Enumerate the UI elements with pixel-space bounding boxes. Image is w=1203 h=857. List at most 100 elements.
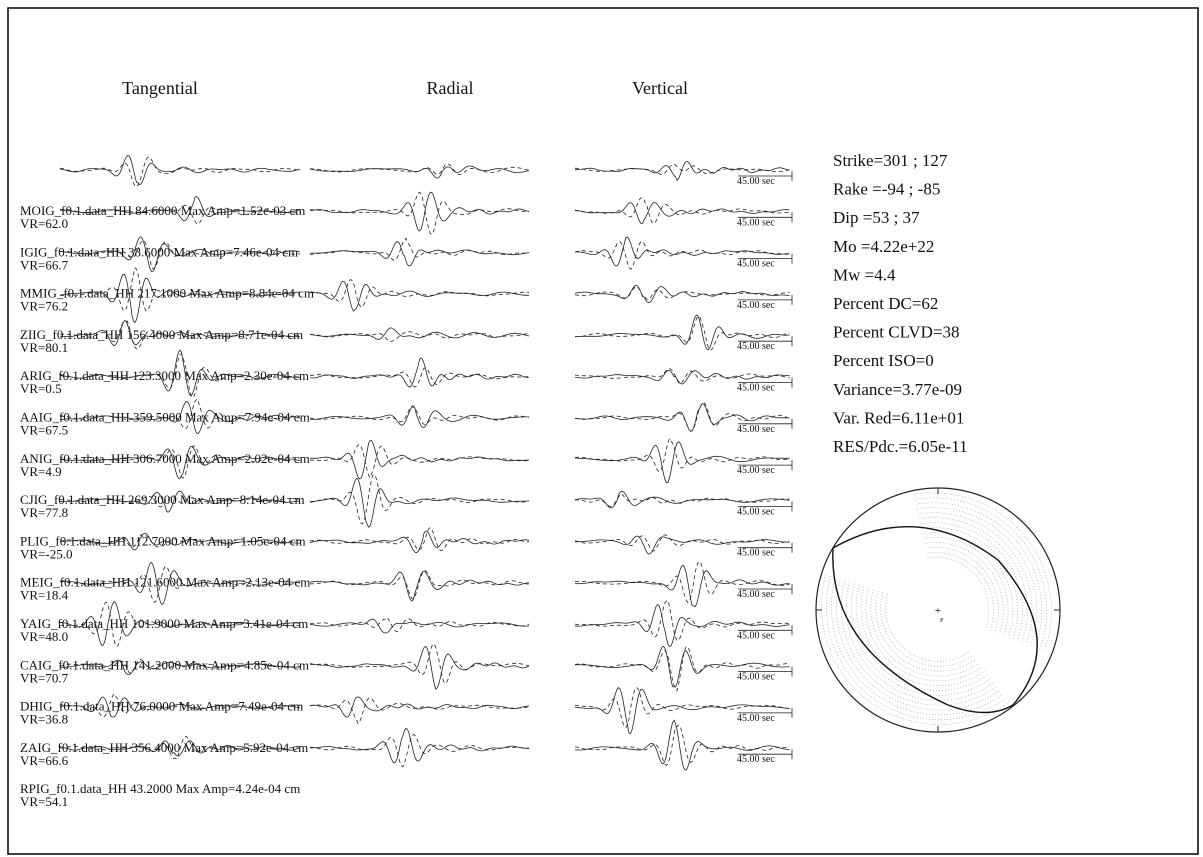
synthetic-trace — [309, 405, 530, 425]
solution-param: Mw =4.4 — [833, 265, 896, 284]
dilatation-shading — [865, 588, 982, 682]
dilatation-shading — [917, 507, 1038, 647]
observed-trace — [59, 490, 301, 513]
variance-reduction: VR=18.4 — [20, 588, 69, 603]
synthetic-trace — [574, 534, 790, 552]
observed-trace — [575, 645, 790, 688]
observed-trace — [59, 349, 301, 397]
scale-label: 45.00 sec — [737, 383, 775, 394]
synthetic-trace — [574, 315, 790, 351]
dilatation-shading — [845, 582, 994, 701]
synthetic-trace — [309, 616, 530, 633]
dilatation-shading — [922, 532, 1014, 638]
dilatation-shading — [880, 592, 973, 667]
observed-trace — [59, 532, 300, 551]
observed-trace — [59, 445, 301, 479]
dilatation-shading — [915, 497, 1047, 650]
variance-reduction: VR=80.1 — [20, 340, 68, 355]
scale-label: 45.00 sec — [737, 465, 775, 476]
synthetic-trace — [59, 239, 301, 270]
dilatation-shading — [860, 586, 985, 687]
scale-label: 45.00 sec — [737, 176, 775, 187]
synthetic-trace — [59, 659, 301, 674]
observed-trace — [309, 327, 530, 340]
observed-trace — [574, 314, 790, 351]
dilatation-shading — [870, 589, 979, 677]
synthetic-trace — [310, 279, 530, 308]
column-header: Vertical — [632, 78, 688, 98]
synthetic-trace — [574, 368, 790, 384]
synthetic-trace — [309, 367, 530, 388]
observed-trace — [60, 196, 301, 222]
solution-param: Percent ISO=0 — [833, 351, 934, 370]
synthetic-trace — [574, 241, 790, 270]
scale-label: 45.00 sec — [737, 259, 775, 270]
dilatation-shading — [836, 579, 1000, 711]
scale-label: 45.00 sec — [737, 548, 775, 559]
variance-reduction: VR=-25.0 — [20, 546, 72, 561]
observed-trace — [309, 696, 530, 718]
solution-param: Variance=3.77e-09 — [833, 380, 962, 399]
synthetic-trace — [574, 437, 790, 472]
station-label: RPIG_f0.1.data_HH 43.2000 Max Amp=4.24e-… — [20, 781, 300, 796]
synthetic-trace — [59, 735, 301, 760]
variance-reduction: VR=54.1 — [20, 794, 68, 809]
solution-param: Percent DC=62 — [833, 294, 938, 313]
observed-trace — [59, 273, 300, 324]
observed-trace — [309, 618, 530, 634]
dilatation-shading — [821, 574, 1009, 725]
synthetic-trace — [309, 474, 530, 525]
observed-trace — [574, 687, 790, 734]
dilatation-shading — [926, 552, 994, 631]
observed-trace — [575, 564, 790, 608]
synthetic-trace — [59, 445, 301, 479]
synthetic-trace — [310, 643, 530, 684]
observed-trace — [309, 570, 530, 602]
station-label: MMIG_f0.1.data_HH 217.1000 Max Amp=8.84e… — [20, 286, 314, 301]
scale-label: 45.00 sec — [737, 217, 775, 228]
observed-trace — [574, 719, 790, 771]
dilatation-shading — [927, 557, 990, 629]
observed-trace — [309, 645, 530, 691]
observed-trace — [309, 727, 529, 764]
observed-trace — [309, 280, 530, 312]
synthetic-trace — [60, 353, 301, 398]
synthetic-trace — [59, 267, 301, 312]
synthetic-trace — [310, 191, 530, 236]
observed-trace — [574, 490, 790, 509]
synthetic-trace — [59, 204, 301, 225]
dilatation-shading — [925, 547, 999, 633]
synthetic-trace — [59, 601, 301, 648]
synthetic-trace — [310, 444, 530, 479]
solution-param: Dip =53 ; 37 — [833, 208, 920, 227]
dilatation-shading — [921, 527, 1019, 640]
scale-label: 45.00 sec — [737, 630, 775, 641]
nodal-plane — [832, 547, 1014, 714]
dilatation-shading — [923, 537, 1009, 636]
station-label: ZIIG_f0.1.data_HH 156.4000 Max Amp=8.71e… — [20, 327, 303, 342]
variance-reduction: VR=77.8 — [20, 505, 68, 520]
synthetic-trace — [310, 331, 530, 343]
synthetic-trace — [60, 495, 301, 508]
scale-label: 45.00 sec — [737, 713, 775, 724]
synthetic-trace — [574, 646, 790, 692]
column-header: Tangential — [122, 78, 198, 98]
variance-reduction: VR=70.7 — [20, 670, 69, 685]
synthetic-trace — [309, 237, 530, 261]
dilatation-shading — [914, 492, 1052, 652]
scale-label: 45.00 sec — [737, 424, 775, 435]
observed-trace — [309, 357, 529, 388]
variance-reduction: VR=76.2 — [20, 299, 68, 314]
synthetic-trace — [59, 398, 301, 429]
synthetic-trace — [574, 286, 790, 300]
dilatation-shading — [831, 577, 1003, 716]
p-axis-mark: P — [940, 618, 944, 624]
variance-reduction: VR=0.5 — [20, 381, 62, 396]
station-label: ANIG_f0.1.data_HH 306.7000 Max Amp=2.02e… — [20, 451, 310, 466]
synthetic-trace — [574, 724, 790, 766]
observed-trace — [59, 236, 301, 272]
observed-trace — [60, 696, 301, 718]
observed-trace — [59, 740, 301, 757]
solution-param: Rake =-94 ; -85 — [833, 180, 940, 199]
